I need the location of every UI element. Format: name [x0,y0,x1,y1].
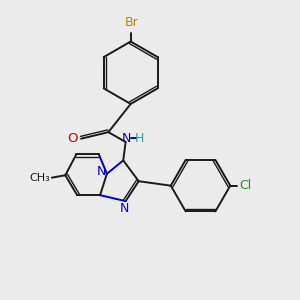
Text: N: N [122,132,131,145]
Text: CH₃: CH₃ [29,173,50,183]
Text: O: O [67,132,77,145]
Text: Cl: Cl [239,178,251,192]
Text: H: H [135,132,145,145]
Text: N: N [119,202,129,215]
Text: N: N [96,165,106,178]
Text: Br: Br [125,16,138,29]
